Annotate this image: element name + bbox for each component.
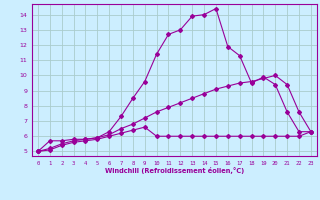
X-axis label: Windchill (Refroidissement éolien,°C): Windchill (Refroidissement éolien,°C) [105, 167, 244, 174]
